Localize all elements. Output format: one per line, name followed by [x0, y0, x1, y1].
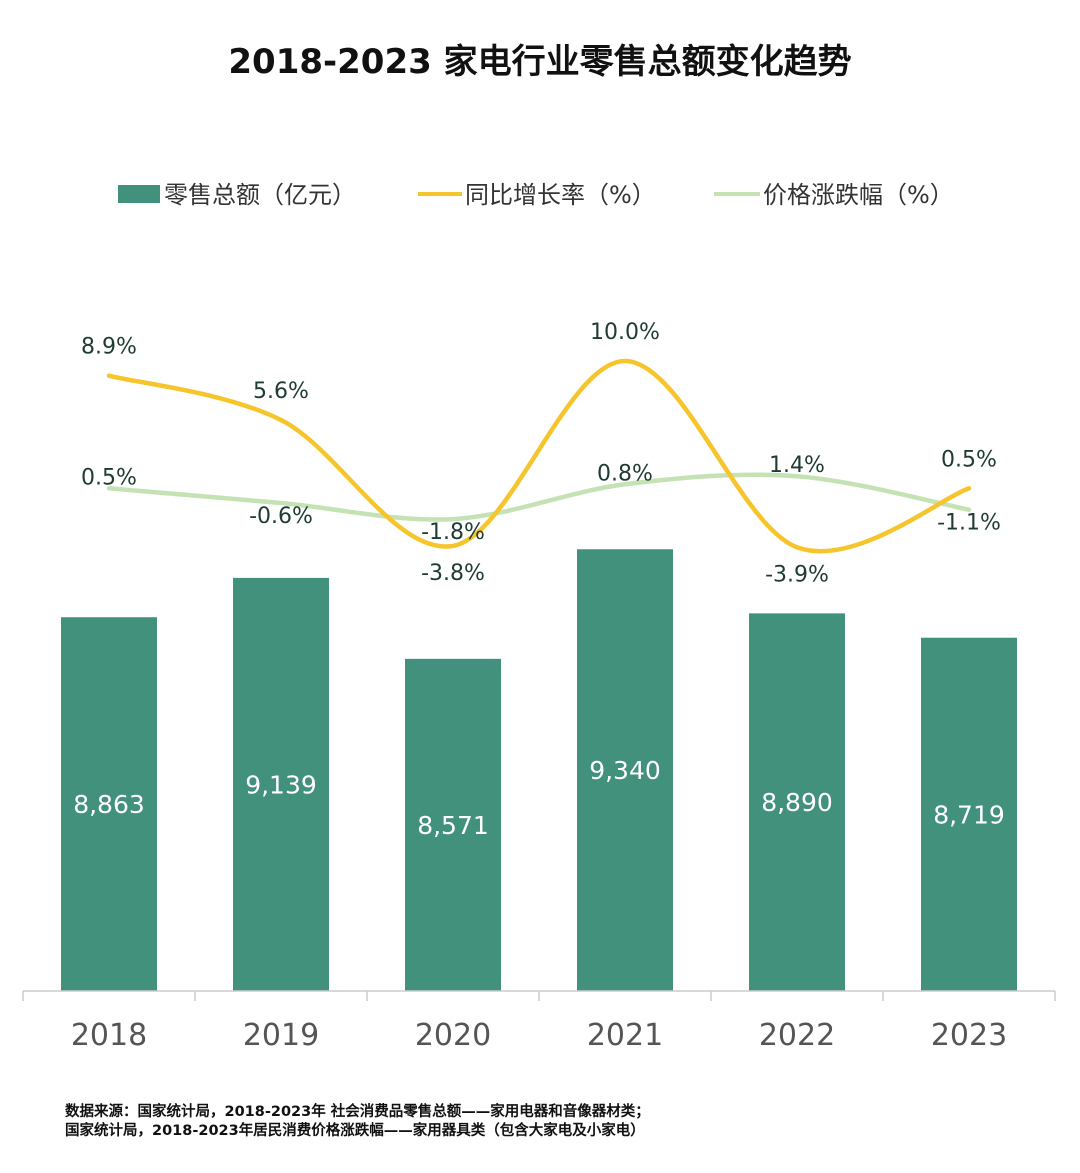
price-label-2021: 0.8% [597, 461, 653, 486]
legend-swatch-retail-total [118, 185, 160, 203]
bar-2023 [921, 637, 1017, 991]
price-label-2023: -1.1% [937, 511, 1001, 536]
yoy-label-2023: 0.5% [941, 447, 997, 472]
x-tick-label-2022: 2022 [759, 1018, 835, 1053]
point-labels: 8.9% 5.6% -3.8% 10.0% -3.9% 0.5% 0.5% -0.6% -1.8… [81, 320, 1001, 587]
bar-2022 [749, 613, 845, 991]
source-line-1: 数据来源：国家统计局，2018-2023年 社会消费品零售总额——家用电器和音像… [65, 1104, 650, 1120]
yoy-label-2021: 10.0% [590, 320, 660, 345]
source-note: 数据来源：国家统计局，2018-2023年 社会消费品零售总额——家用电器和音像… [65, 1103, 965, 1141]
bar-label-2023: 8,719 [933, 800, 1005, 829]
bar-2019 [233, 577, 329, 991]
price-label-2020: -1.8% [421, 520, 485, 545]
legend-label-price-change: 价格涨跌幅（%） [763, 181, 954, 209]
price-label-2022: 1.4% [769, 453, 825, 478]
legend-label-yoy-growth: 同比增长率（%） [465, 181, 656, 209]
x-tick-label-2020: 2020 [415, 1018, 491, 1053]
bar-label-2020: 8,571 [417, 811, 489, 840]
x-tick-label-2018: 2018 [71, 1018, 147, 1053]
x-tick-label-2021: 2021 [587, 1018, 663, 1053]
bar-2021 [577, 549, 673, 991]
bar-labels: 8,863 9,139 8,571 9,340 8,890 8,719 [73, 756, 1005, 840]
yoy-label-2019: 5.6% [253, 379, 309, 404]
x-tick-label-2019: 2019 [243, 1018, 319, 1053]
legend-label-retail-total: 零售总额（亿元） [164, 181, 356, 209]
x-tick-label-2023: 2023 [931, 1018, 1007, 1053]
chart-title: 2018-2023 家电行业零售总额变化趋势 [228, 42, 851, 82]
bar-label-2022: 8,890 [761, 788, 833, 817]
price-change-line [106, 472, 972, 522]
yoy-growth-line [106, 358, 972, 554]
source-line-2: 国家统计局，2018-2023年居民消费价格涨跌幅——家用器具类（包含大家电及小… [65, 1123, 645, 1139]
price-label-2018: 0.5% [81, 465, 137, 490]
price-label-2019: -0.6% [249, 504, 313, 529]
legend: 零售总额（亿元） 同比增长率（%） 价格涨跌幅（%） [118, 181, 954, 209]
yoy-label-2020: -3.8% [421, 561, 485, 586]
bar-2018 [61, 617, 157, 991]
yoy-label-2018: 8.9% [81, 335, 137, 360]
bar-label-2018: 8,863 [73, 790, 145, 819]
yoy-label-2022: -3.9% [765, 562, 829, 587]
bar-label-2019: 9,139 [245, 770, 317, 799]
bar-label-2021: 9,340 [589, 756, 661, 785]
x-axis: 2018 2019 2020 2021 2022 2023 [22, 990, 1056, 1053]
bar-series [61, 549, 1017, 991]
bar-2020 [405, 658, 501, 991]
